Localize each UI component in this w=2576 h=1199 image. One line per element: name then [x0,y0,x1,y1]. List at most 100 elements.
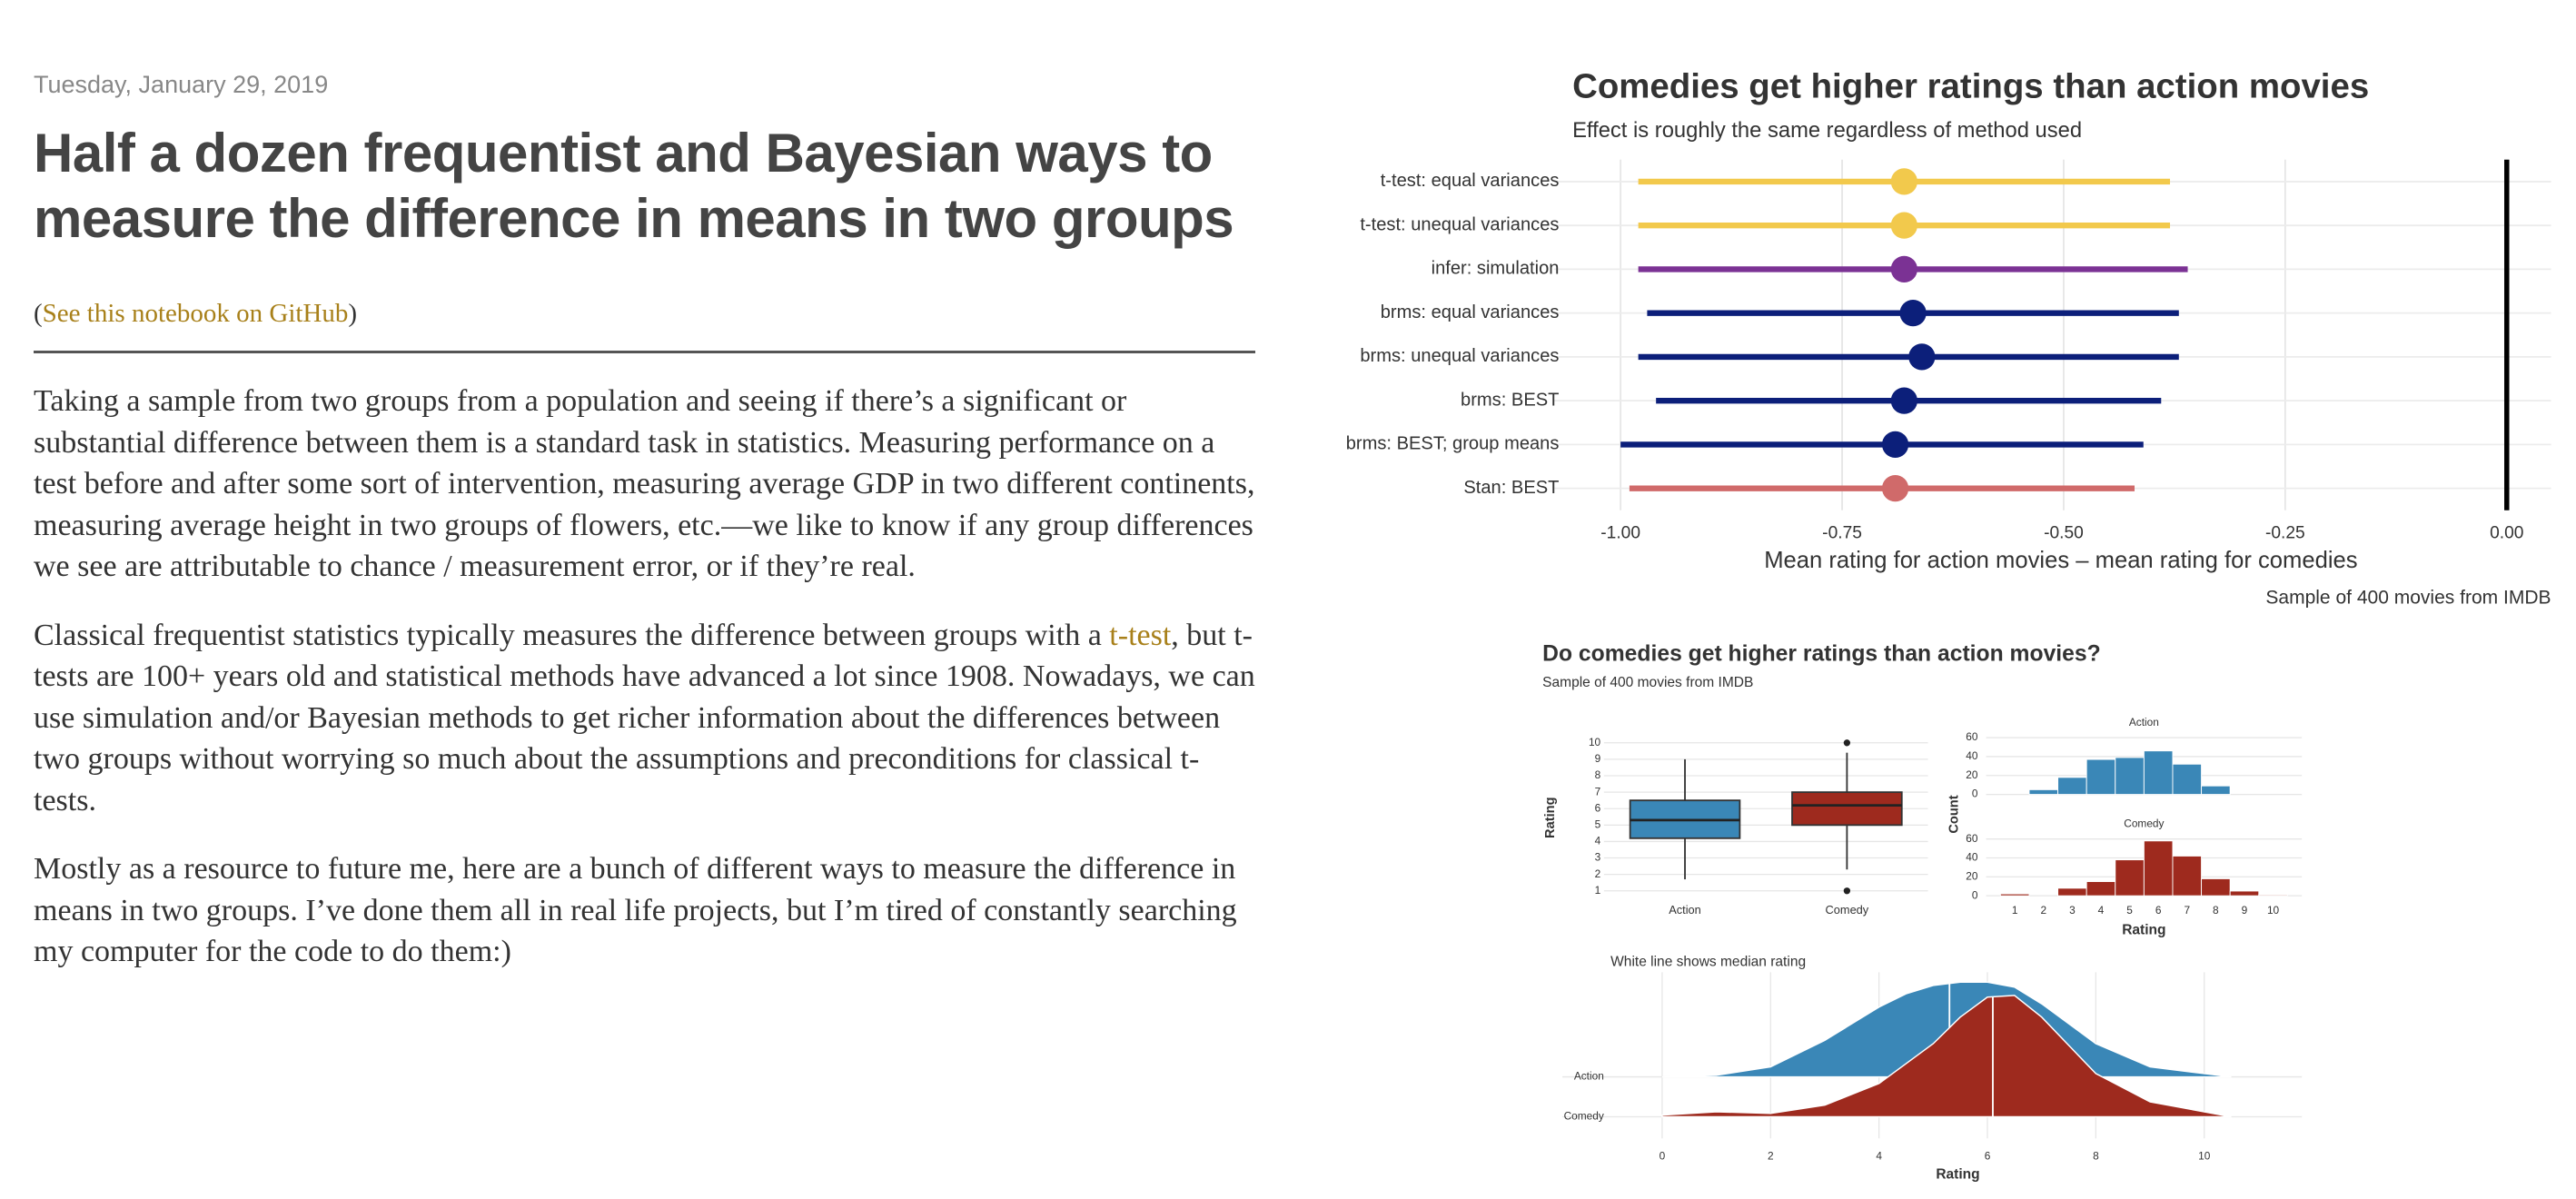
notebook-line: (See this notebook on GitHub) [34,299,1255,329]
y-tick-label: 1 [1595,884,1601,897]
y-tick-label: 0 [1972,888,1978,901]
figure-subtitle: Sample of 400 movies from IMDB [1542,675,1753,690]
density-area [1661,995,2232,1118]
post-date: Tuesday, January 29, 2019 [34,71,329,98]
y-tick-label: 40 [1966,749,1978,762]
x-tick-label: 6 [2155,904,2162,917]
notebook-link[interactable]: See this notebook on GitHub [42,299,349,328]
histogram-bar [1999,893,2030,897]
y-tick-label: 20 [1966,768,1978,781]
y-tick-label: 5 [1595,818,1601,830]
x-tick-label: 5 [2126,904,2133,917]
outlier [1843,887,1851,895]
y-tick-label: 3 [1595,851,1601,864]
text: , but t-tests are 100+ years old and sta… [34,618,1255,818]
y-tick-label: t-test: unequal variances [1360,214,1559,234]
paren: ( [34,299,43,328]
x-tick-label: 7 [2184,904,2190,917]
x-tick-label: 0 [1660,1150,1666,1163]
point-estimate [1908,343,1936,371]
y-tick-label: 7 [1595,785,1601,798]
chart-title: Comedies get higher ratings than action … [1572,66,2369,105]
histogram-bar [2057,887,2087,897]
x-tick-label: 10 [2267,904,2280,917]
x-tick-label: 1 [2012,904,2018,917]
histogram-bar [2115,757,2145,796]
text: Classical frequentist statistics typical… [34,618,1110,652]
post-title: Half a dozen frequentist and Bayesian wa… [34,123,1234,249]
paragraph: Classical frequentist statistics typical… [34,615,1255,822]
histogram-bar [2086,881,2116,897]
x-tick-label: 10 [2198,1150,2211,1163]
y-tick-label: 2 [1595,867,1601,880]
y-axis-label: Rating [1543,797,1558,837]
histogram-bar [2172,763,2203,796]
chart-subtitle: Effect is roughly the same regardless of… [1572,118,2082,143]
y-tick-label: 0 [1972,788,1978,800]
histogram-bar [2115,859,2145,897]
x-tick-label: 8 [2093,1150,2099,1163]
figure-title: Do comedies get higher ratings than acti… [1542,641,2101,666]
y-tick-label: t-test: equal variances [1381,171,1560,191]
histogram-bar [2086,758,2116,796]
point-estimate [1890,255,1917,283]
y-tick-label: brms: equal variances [1381,302,1560,322]
divider [34,351,1255,353]
y-tick-label: Stan: BEST [1463,478,1559,498]
x-tick-label: 0.00 [2490,523,2523,542]
x-tick-label: 4 [1876,1150,1882,1163]
annotation: White line shows median rating [1610,954,1806,969]
y-tick-label: brms: unequal variances [1360,346,1559,366]
y-tick-label: 9 [1595,752,1601,765]
point-estimate [1890,212,1917,239]
y-tick-label: Comedy [1564,1110,1604,1123]
histogram-bar [2229,890,2260,897]
x-axis-label: Rating [2122,923,2165,938]
point-estimate [1890,168,1917,195]
histogram-bar [2143,750,2174,796]
histogram-bar [2201,785,2231,796]
x-tick-label: -0.75 [1822,523,1862,542]
x-tick-label: 6 [1985,1150,1991,1163]
y-axis-label: Count [1947,795,1962,833]
x-tick-label: 2 [1768,1150,1774,1163]
point-estimate [1881,431,1909,459]
histogram-bar [2172,855,2203,897]
histogram-bar [2028,788,2059,796]
y-tick-label: infer: simulation [1432,259,1560,279]
paragraph: Mostly as a resource to future me, here … [34,852,1237,968]
y-tick-label: 20 [1966,869,1978,882]
x-tick-label: 8 [2213,904,2219,917]
t-test-link[interactable]: t-test [1109,618,1172,652]
box [1791,791,1903,827]
post: Tuesday, January 29, 2019 Half a dozen f… [34,71,1255,1000]
charts: Comedies get higher ratings than action … [1346,66,2551,1183]
histogram-bar [2201,877,2231,897]
caption: Sample of 400 movies from IMDB [2265,587,2551,608]
x-tick-label: -0.50 [2044,523,2084,542]
x-tick-label: Action [1669,903,1701,917]
x-tick-label: -0.25 [2265,523,2305,542]
y-tick-label: brms: BEST; group means [1346,434,1560,454]
y-tick-label: 40 [1966,851,1978,864]
paragraph: Taking a sample from two groups from a p… [34,384,1255,583]
x-tick-label: 3 [2069,904,2076,917]
y-tick-label: 10 [1589,736,1601,748]
paren: ) [348,299,358,328]
point-estimate [1881,475,1909,502]
histogram-bar [2258,894,2288,897]
y-tick-label: 60 [1966,832,1978,845]
point-estimate [1890,387,1917,414]
x-tick-label: -1.00 [1600,523,1640,542]
point-estimate [1899,300,1927,327]
x-axis-label: Rating [1936,1167,1979,1183]
x-tick-label: 9 [2242,904,2248,917]
y-tick-label: Action [1574,1070,1604,1083]
y-tick-label: brms: BEST [1461,390,1559,410]
x-tick-label: 2 [2040,904,2046,917]
y-tick-label: 8 [1595,768,1601,781]
panel-title: Comedy [2124,818,2164,830]
y-tick-label: 6 [1595,801,1601,814]
y-tick-label: 60 [1966,730,1978,743]
